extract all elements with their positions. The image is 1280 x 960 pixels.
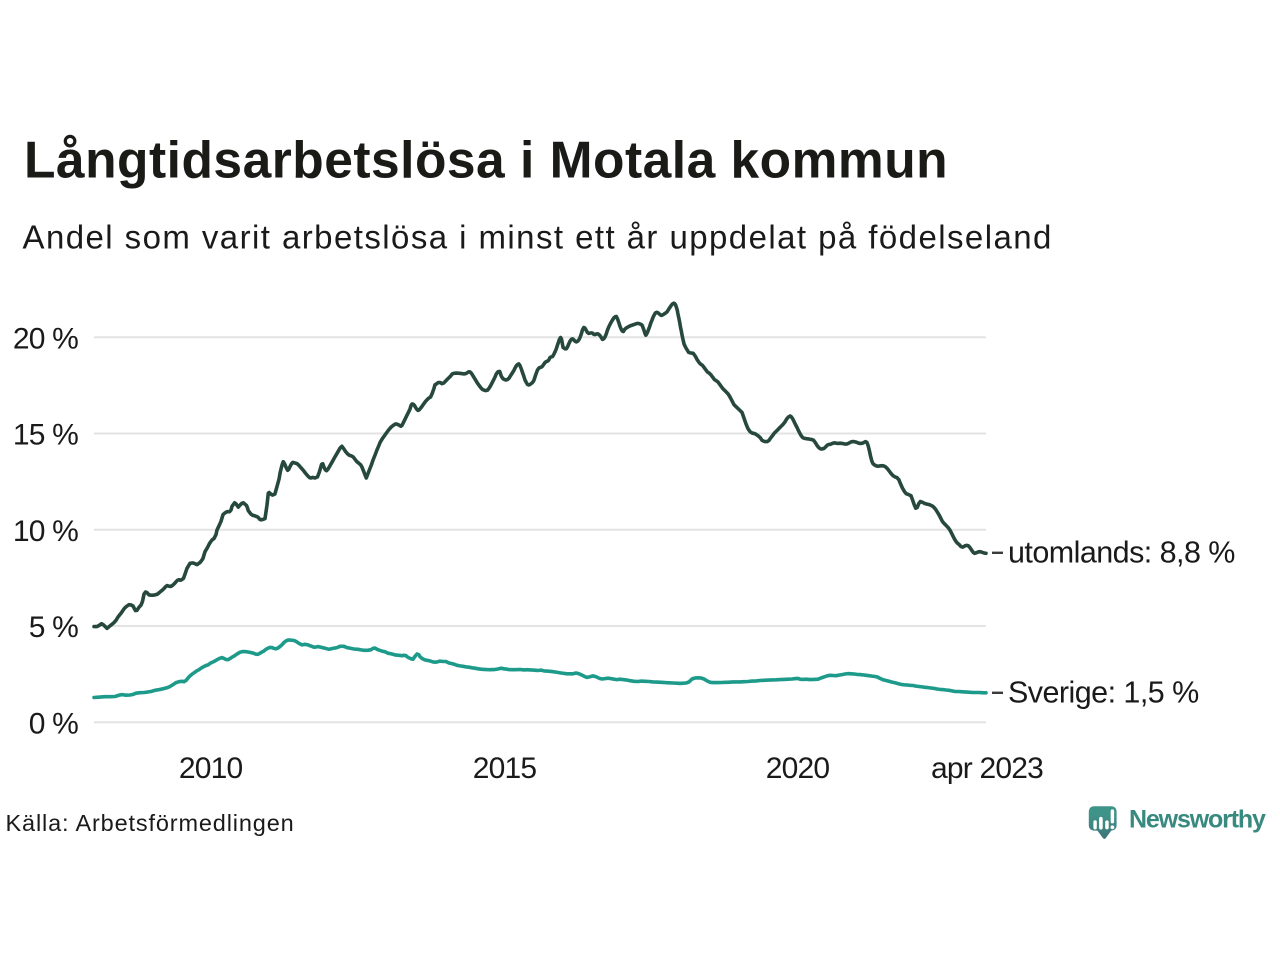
- svg-text:10 %: 10 %: [13, 515, 78, 548]
- svg-text:utomlands: 8,8 %: utomlands: 8,8 %: [1008, 535, 1235, 569]
- svg-text:Källa: Arbetsförmedlingen: Källa: Arbetsförmedlingen: [6, 810, 295, 836]
- svg-text:2020: 2020: [766, 752, 830, 785]
- svg-text:Sverige: 1,5 %: Sverige: 1,5 %: [1008, 675, 1199, 709]
- svg-text:Andel som varit arbetslösa i m: Andel som varit arbetslösa i minst ett å…: [23, 219, 1053, 256]
- svg-text:2010: 2010: [179, 752, 243, 785]
- svg-text:15 %: 15 %: [13, 419, 78, 452]
- svg-text:2015: 2015: [473, 752, 537, 785]
- svg-text:20 %: 20 %: [13, 323, 78, 356]
- svg-text:5 %: 5 %: [29, 611, 78, 644]
- svg-text:Långtidsarbetslösa i Motala ko: Långtidsarbetslösa i Motala kommun: [24, 131, 948, 189]
- svg-text:Newsworthy: Newsworthy: [1129, 806, 1266, 834]
- svg-text:0 %: 0 %: [29, 708, 78, 741]
- svg-text:apr 2023: apr 2023: [931, 752, 1043, 785]
